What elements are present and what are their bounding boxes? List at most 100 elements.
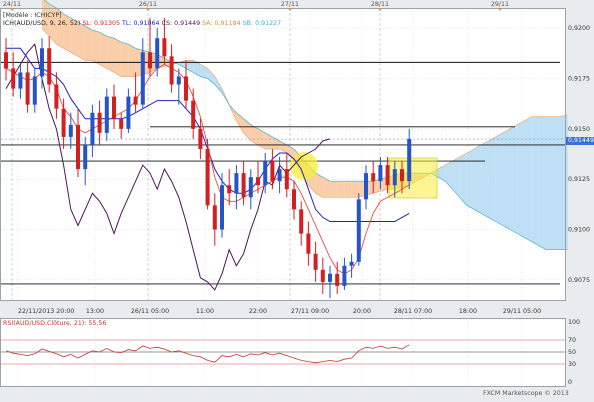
cloud-segment — [114, 38, 122, 77]
candle-body — [234, 173, 239, 194]
price-tick-label: 0,9100 — [568, 227, 590, 234]
cloud-segment — [517, 120, 525, 238]
candle-body — [176, 76, 181, 85]
rsi-line — [5, 344, 410, 364]
candle-body — [349, 261, 354, 266]
price-tick-label: 0,9200 — [568, 25, 590, 32]
candle-body — [148, 52, 152, 69]
candle-body — [4, 52, 8, 69]
cloud-segment — [214, 76, 222, 93]
cloud-segment — [438, 165, 446, 182]
cloud-segment — [481, 140, 489, 218]
rsi-panel-border — [0, 318, 566, 387]
price-panel-border — [0, 8, 566, 301]
candle-body — [277, 169, 282, 182]
candle-body — [126, 96, 131, 129]
candle-body — [83, 144, 88, 170]
rsi-tick-label: 0 — [568, 379, 572, 386]
cloud-segment — [42, 0, 50, 37]
candle-body — [184, 76, 188, 101]
highlight-markers — [290, 152, 438, 199]
candle-body — [364, 173, 368, 200]
candle-body — [335, 273, 340, 286]
candle-body — [212, 205, 217, 230]
rsi-tick-label: 100 — [568, 319, 580, 326]
time-tick-label: 20:00 — [353, 308, 371, 315]
candle-body — [112, 96, 116, 119]
cloud-segment — [200, 64, 208, 79]
candle-body — [313, 253, 318, 270]
top-date-label: 24/11 — [3, 1, 21, 8]
rsi-tick-label: 70 — [568, 337, 576, 344]
candle-body — [119, 118, 124, 129]
cloud-segment — [70, 18, 78, 57]
cloud-segment — [92, 30, 100, 65]
indicator-title-line: ICH(AUD/USD, 9, 26, 52) SL: 0,91305 TL: … — [3, 20, 281, 28]
time-tick-label: 18:00 — [459, 308, 477, 315]
cloud-segment — [553, 116, 561, 250]
candle-body — [292, 189, 296, 210]
candle-body — [248, 177, 253, 198]
cloud-segment — [250, 124, 258, 145]
cloud-segment — [488, 136, 496, 222]
time-tick-label: 13:00 — [86, 308, 104, 315]
candle-body — [32, 76, 37, 105]
time-tick-label: 28/11 07:00 — [394, 308, 432, 315]
top-date-label: 26/11 — [139, 1, 157, 8]
cloud-segment — [315, 173, 323, 198]
candle-body — [385, 165, 390, 186]
time-tick-label: 29/11 05:00 — [503, 308, 541, 315]
candle-body — [68, 124, 73, 137]
day-marker-icon — [288, 8, 292, 11]
time-tick-label: 22:00 — [249, 308, 267, 315]
axis-labels: 0,9200 0,9175 0,9150 0,9125 0,9100 0,9075 22/1… — [3, 1, 590, 386]
cloud-segment — [373, 179, 381, 194]
cloud-segment — [99, 32, 107, 69]
candle-body — [54, 84, 59, 109]
candle-body — [90, 112, 95, 145]
cloud-segment — [78, 22, 86, 61]
model-label: [Modèle : ICHICYP] — [3, 12, 62, 19]
cloud-segment — [128, 44, 136, 77]
top-date-label: 27/11 — [281, 1, 299, 8]
cloud-segment — [452, 157, 460, 198]
cloud-segment — [193, 60, 201, 77]
cloud-segment — [474, 144, 482, 214]
candle-body — [378, 165, 383, 182]
cloud-segment — [106, 36, 114, 73]
cloud-segment — [279, 140, 287, 153]
candle-body — [270, 161, 275, 182]
candle-body — [241, 173, 246, 198]
candle-body — [263, 161, 268, 186]
price-tick-label: 0,9175 — [568, 75, 590, 82]
day-marker-icon — [146, 8, 150, 11]
price-tick-label: 0,9150 — [568, 126, 590, 133]
candle-body — [25, 72, 30, 105]
rsi-title: RSI(AUD/USD,Clôture, 21): 55,56 — [3, 320, 107, 327]
cloud-segment — [351, 181, 359, 198]
candle-body — [306, 233, 311, 254]
tl-value: TL: 0,91064 — [122, 20, 160, 27]
rsi-lines — [1, 339, 565, 365]
candle-body — [162, 38, 167, 57]
candle-body — [169, 56, 174, 85]
cloud-segment — [56, 8, 64, 49]
candle-body — [133, 96, 138, 105]
candle-body — [205, 148, 210, 206]
indicator-title: ICH(AUD/USD, 9, 26, 52) — [3, 20, 81, 27]
cloud-segment — [524, 116, 532, 242]
cloud-segment — [560, 114, 568, 250]
candle-body — [47, 48, 52, 85]
sb-value: SB: 0,91227 — [242, 20, 282, 27]
candle-body — [299, 209, 304, 234]
candle-body — [76, 124, 80, 170]
cloud-segment — [236, 112, 244, 133]
top-date-markers — [10, 8, 502, 11]
cloud-segment — [121, 42, 129, 77]
time-tick-label: 22/11/2013 20:00 — [18, 308, 74, 315]
cloud-segment — [445, 161, 453, 190]
cloud-segment — [207, 68, 215, 85]
candle-body — [40, 48, 44, 77]
